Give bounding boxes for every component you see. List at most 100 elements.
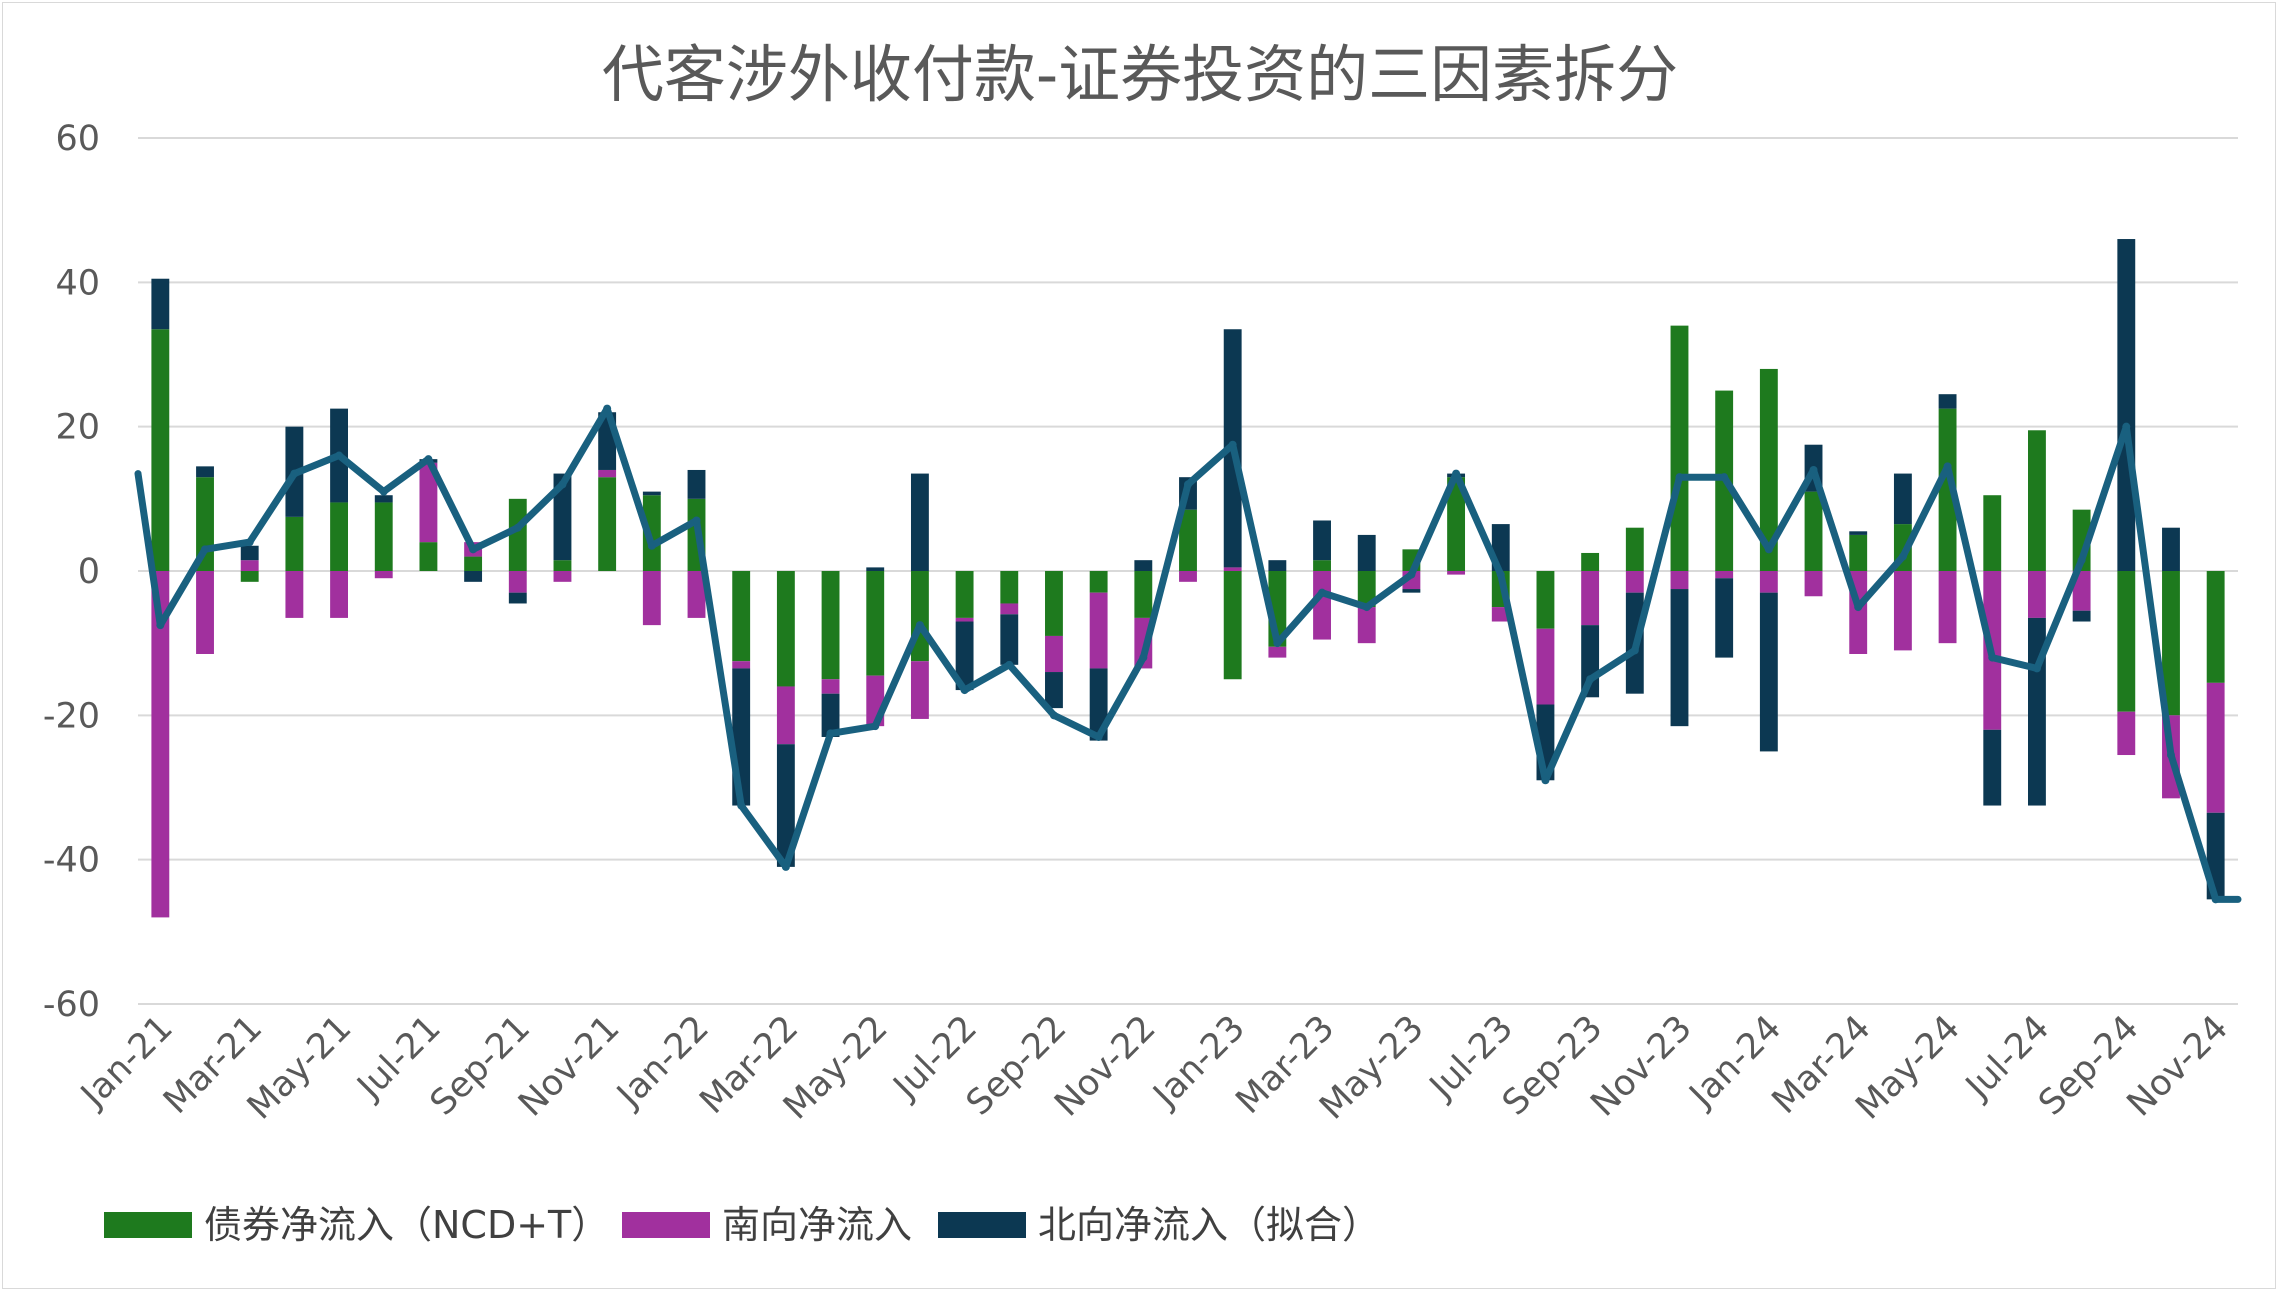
line-point	[290, 469, 299, 478]
bar	[821, 679, 840, 694]
x-tick-label: Nov-21	[511, 1008, 627, 1124]
bar	[1045, 571, 1063, 636]
bar	[1134, 560, 1153, 571]
bar	[196, 571, 214, 654]
legend-label: 债券净流入（NCD+T）	[204, 1203, 609, 1247]
bar	[508, 571, 527, 593]
line-point	[379, 487, 388, 496]
bar	[866, 571, 885, 676]
bar	[2072, 610, 2091, 622]
line-point	[201, 545, 210, 554]
bar	[2028, 571, 2046, 618]
bar	[151, 329, 170, 571]
bar	[1983, 729, 2002, 806]
line-point	[245, 538, 254, 547]
bar	[1179, 509, 1197, 571]
bar	[955, 571, 974, 618]
bar	[1670, 571, 1689, 590]
x-tick-label: Nov-24	[2120, 1008, 2236, 1124]
legend-swatch	[622, 1212, 710, 1238]
line-point	[1139, 653, 1148, 662]
line-point	[1452, 469, 1461, 478]
line-point	[1720, 473, 1729, 482]
bar	[1313, 520, 1331, 561]
chart-title: 代客涉外收付款-证券投资的三因素拆分	[602, 38, 1678, 111]
x-tick-label: Nov-23	[1584, 1008, 1700, 1124]
bar	[2117, 239, 2136, 572]
bar	[1357, 571, 1376, 608]
bar	[910, 661, 929, 719]
line-point	[1943, 462, 1952, 471]
bar	[687, 571, 706, 618]
bar	[1804, 491, 1823, 571]
bar	[1804, 571, 1823, 597]
bar	[1715, 578, 1734, 658]
line-point	[1854, 603, 1863, 612]
line-point	[469, 545, 478, 554]
bar	[151, 571, 170, 918]
bar	[598, 477, 617, 571]
bar	[732, 571, 751, 662]
line-point	[1496, 570, 1505, 579]
bar	[285, 571, 304, 618]
bar	[776, 744, 795, 867]
line-point	[1005, 660, 1014, 669]
bar	[374, 495, 393, 503]
bar	[1983, 495, 2002, 571]
bar	[1447, 571, 1466, 575]
bar	[553, 473, 572, 561]
line-point	[737, 801, 746, 810]
bar	[955, 621, 974, 691]
bar	[553, 571, 572, 582]
bar	[1849, 531, 1868, 535]
bar	[1357, 534, 1376, 571]
line-point	[2122, 422, 2131, 431]
y-axis-ticks: 60 40 20 0 -20 -40 -60	[43, 119, 100, 1025]
line-point	[1541, 776, 1550, 785]
bar	[1670, 589, 1689, 727]
line-point	[1049, 711, 1058, 720]
bar	[2028, 430, 2046, 571]
line-point	[1630, 646, 1639, 655]
bar-series	[151, 239, 2225, 918]
line-point	[1898, 552, 1907, 561]
bar	[1134, 571, 1153, 618]
line-point	[1184, 480, 1192, 489]
line-point	[1362, 603, 1371, 612]
bar	[1938, 408, 1957, 571]
bar	[151, 278, 170, 330]
bar	[955, 617, 974, 622]
bar	[1000, 571, 1019, 604]
bar	[464, 571, 483, 582]
legend-label: 北向净流入（拟合）	[1038, 1203, 1380, 1247]
line-point	[915, 621, 924, 630]
bar	[1268, 646, 1287, 658]
bar	[1402, 589, 1421, 593]
bar	[776, 686, 795, 745]
bar	[1536, 571, 1555, 629]
bar	[866, 567, 885, 571]
bar	[1670, 325, 1689, 571]
bar	[776, 571, 795, 687]
bar	[1357, 607, 1376, 644]
line-point	[424, 455, 433, 464]
bar	[1938, 571, 1957, 644]
bar	[821, 571, 840, 680]
bar	[419, 462, 438, 543]
line-point	[1675, 473, 1684, 482]
line-point	[1407, 570, 1416, 579]
line-series	[134, 404, 2242, 904]
x-tick-label: Nov-22	[1047, 1008, 1163, 1124]
line-point	[335, 451, 344, 460]
bar	[1536, 628, 1555, 705]
line-point	[692, 516, 701, 525]
bar	[2162, 527, 2180, 571]
line-point	[826, 729, 835, 738]
legend-swatch	[938, 1212, 1026, 1238]
line-point	[1318, 588, 1327, 597]
bar	[1893, 473, 1912, 525]
bar	[642, 491, 661, 496]
bar	[1759, 368, 1778, 571]
line-point	[781, 862, 790, 871]
